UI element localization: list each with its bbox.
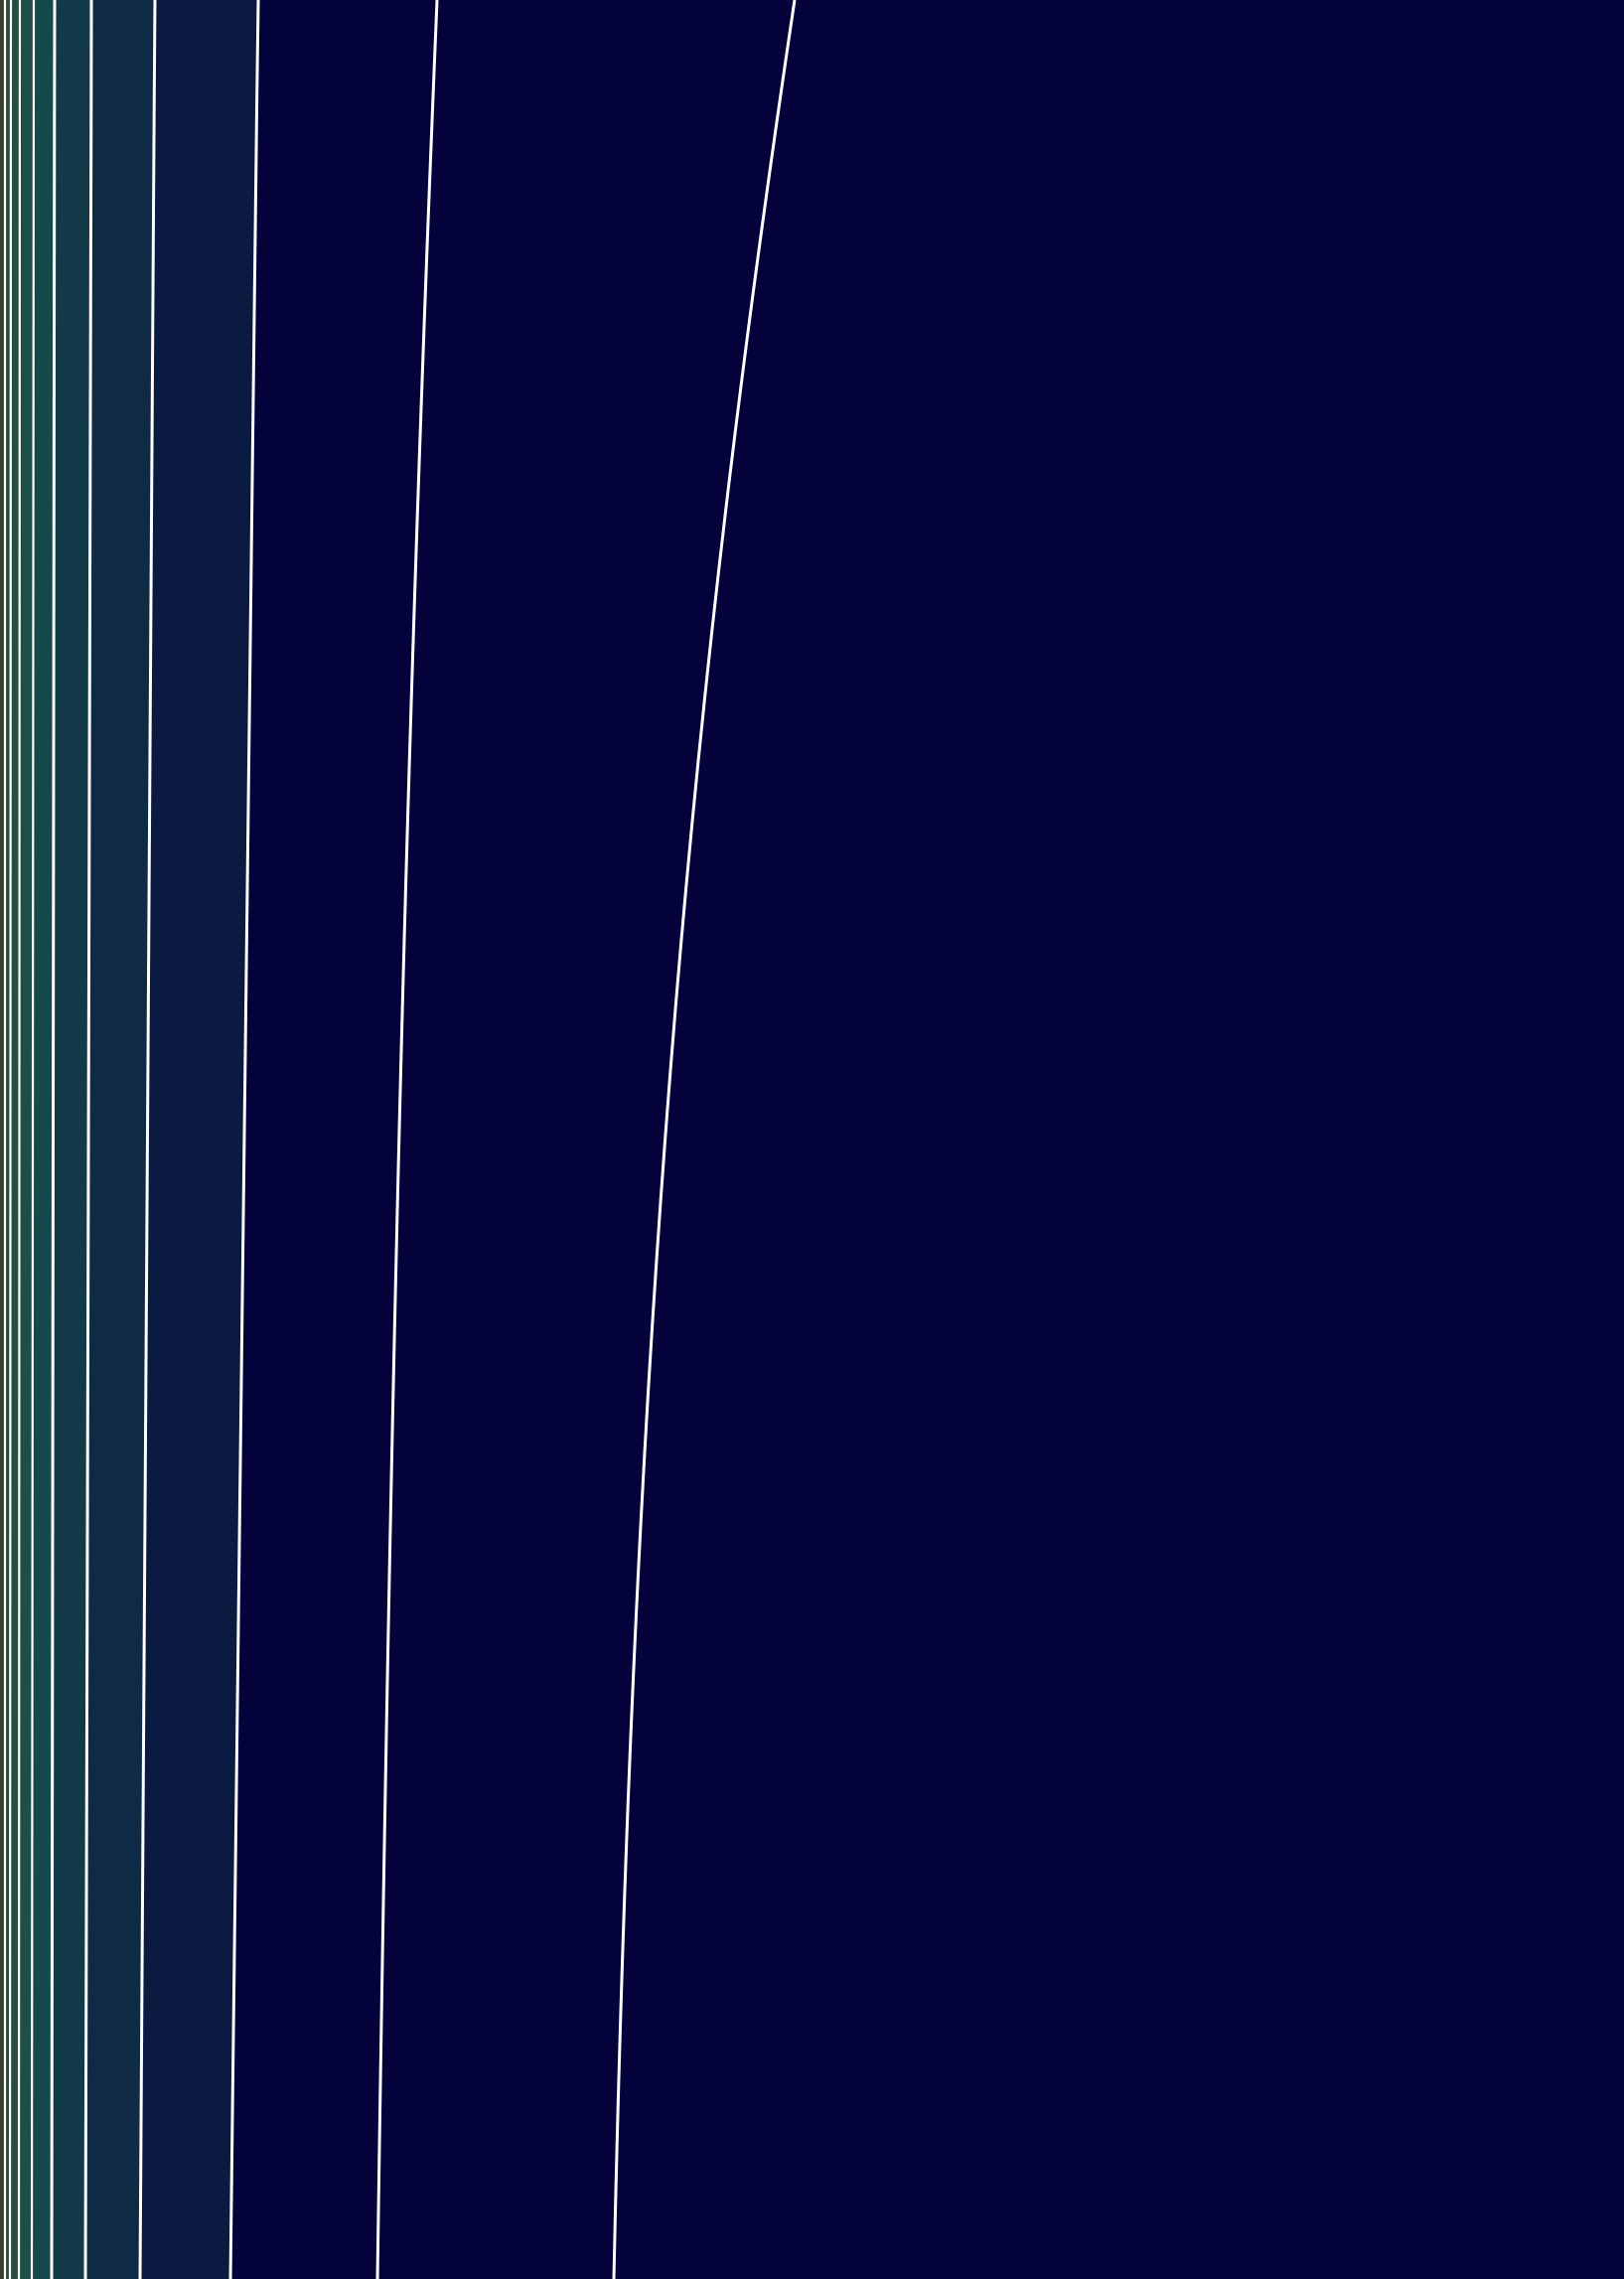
contour-line-2 (17, 0, 22, 2279)
contour-line-4 (50, 0, 57, 2279)
contour-lines (3, 0, 797, 2279)
contour-line-7 (228, 0, 260, 2279)
contour-band-0 (0, 0, 5, 2279)
contour-line-3 (30, 0, 36, 2279)
contour-line-1 (8, 0, 13, 2279)
contour-line-9 (612, 0, 797, 2279)
contour-line-8 (375, 0, 439, 2279)
contour-line-6 (138, 0, 157, 2279)
contour-line-5 (83, 0, 93, 2279)
contour-bands (0, 0, 795, 2279)
